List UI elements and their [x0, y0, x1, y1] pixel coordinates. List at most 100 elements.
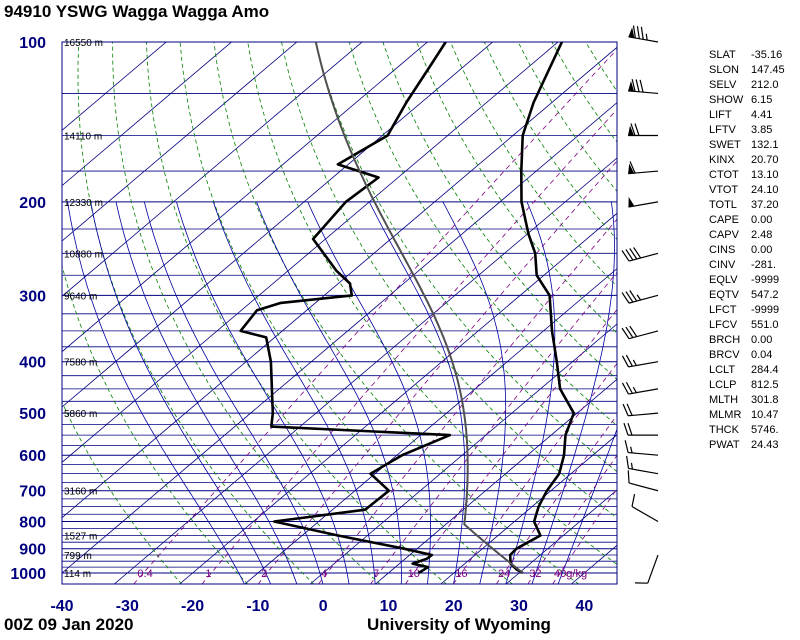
index-name: CAPV — [709, 229, 739, 241]
mixing-ratio-line — [552, 488, 617, 584]
index-name: MLTH — [709, 394, 739, 406]
mixing-ratio-line — [405, 308, 617, 584]
index-name: LCLP — [709, 379, 737, 391]
index-value: 812.5 — [751, 379, 779, 391]
index-name: EQTV — [709, 289, 739, 301]
mixing-ratio-label: 0.4 — [137, 568, 152, 580]
dry-adiabat — [77, 42, 315, 584]
pressure-tick-label: 800 — [19, 515, 46, 532]
dry-adiabat — [145, 42, 447, 584]
dry-adiabat — [62, 401, 182, 584]
wind-barbs — [621, 25, 659, 584]
source-label: University of Wyoming — [367, 615, 551, 634]
index-value: -9999 — [751, 304, 780, 316]
index-value: 147.45 — [751, 64, 785, 76]
height-label: 1527 m — [64, 532, 97, 543]
index-value: 4.41 — [751, 109, 773, 121]
isotherm-line — [62, 42, 494, 408]
index-name: CAPE — [709, 214, 739, 226]
isotherm-line — [62, 42, 167, 131]
moist-adiabat — [90, 201, 272, 584]
moist-adiabat — [67, 201, 245, 584]
index-row-swet: SWET 132.1 — [709, 138, 785, 153]
pressure-tick-label: 700 — [19, 484, 46, 501]
mixing-ratio-label: 24 — [498, 568, 510, 580]
index-row-selv: SELV 212.0 — [709, 78, 785, 93]
wind-barb — [631, 494, 659, 523]
index-name: EQLV — [709, 274, 738, 286]
wind-barb — [628, 161, 659, 175]
index-row-capv: CAPV 2.48 — [709, 228, 785, 243]
pressure-tick-label: 500 — [19, 406, 46, 423]
index-name: CINS — [709, 244, 736, 256]
index-name: SELV — [709, 79, 737, 91]
index-name: LFCV — [709, 319, 738, 331]
wind-barb — [628, 196, 659, 208]
chart-title: 94910 YSWG Wagga Wagga Amo — [4, 2, 270, 21]
index-row-cins: CINS 0.00 — [709, 243, 785, 258]
index-name: LCLT — [709, 364, 736, 376]
index-value: 0.00 — [751, 334, 773, 346]
index-value: 20.70 — [751, 154, 779, 166]
temperature-tick-label: -40 — [50, 598, 73, 615]
index-value: 132.1 — [751, 139, 779, 151]
dry-adiabat — [314, 42, 617, 473]
wind-barb — [621, 325, 659, 340]
index-value: 547.2 — [751, 289, 779, 301]
index-row-lclt: LCLT 284.4 — [709, 363, 785, 378]
wind-barb — [621, 381, 659, 395]
index-row-ctot: CTOT 13.10 — [709, 168, 785, 183]
mixing-ratio-line — [133, 48, 617, 584]
moist-adiabat — [176, 201, 350, 584]
height-label: 7580 m — [64, 358, 97, 369]
mixing-ratio-line — [318, 218, 617, 584]
isotherm-line — [309, 323, 617, 584]
index-value: 3.85 — [751, 124, 773, 136]
index-value: 37.20 — [751, 199, 779, 211]
isotherm-line — [440, 434, 617, 584]
plot-frame — [61, 41, 618, 585]
height-label: 10880 m — [64, 249, 103, 260]
isotherm-line — [62, 102, 617, 574]
pressure-tick-label: 400 — [19, 355, 46, 372]
temperature-profile — [508, 42, 576, 575]
height-label: 114 m — [64, 569, 91, 580]
index-value: 13.10 — [751, 169, 779, 181]
index-name: SWET — [709, 139, 741, 151]
index-value: 301.8 — [751, 394, 779, 406]
index-row-eqtv: EQTV 547.2 — [709, 288, 785, 303]
isotherm-line — [374, 378, 617, 584]
isotherm-line — [62, 42, 429, 353]
index-value: 0.00 — [751, 214, 773, 226]
stability-indices-table: SLAT -35.16 SLON 147.45 SELV 212.0 SHOW 6.15 LIF… — [709, 48, 785, 453]
wind-barb — [624, 440, 659, 456]
index-row-totl: TOTL 37.20 — [709, 198, 785, 213]
index-row-mlth: MLTH 301.8 — [709, 393, 785, 408]
index-value: 2.48 — [751, 229, 773, 241]
background-lines — [62, 42, 617, 584]
mixing-ratio-label: 2 — [261, 568, 267, 580]
mixing-ratio-label: 16 — [455, 568, 467, 580]
index-name: MLMR — [709, 409, 742, 421]
dry-adiabat — [247, 42, 617, 565]
index-name: SHOW — [709, 94, 744, 106]
pressure-tick-label: 900 — [19, 542, 46, 559]
pressure-tick-label: 200 — [19, 195, 46, 212]
index-row-lclp: LCLP 812.5 — [709, 378, 785, 393]
moist-adiabat — [115, 201, 298, 584]
index-row-slat: SLAT -35.16 — [709, 48, 785, 63]
dry-adiabat — [416, 42, 617, 334]
temperature-tick-label: 0 — [319, 598, 328, 615]
index-name: CINV — [709, 259, 736, 271]
isotherm-line — [62, 42, 298, 242]
index-row-pwat: PWAT 24.43 — [709, 438, 785, 453]
index-row-thck: THCK 5746. — [709, 423, 785, 438]
wind-barb — [635, 554, 659, 584]
index-value: -35.16 — [751, 49, 783, 61]
wind-barb — [628, 25, 659, 43]
index-row-cinv: CINV -281. — [709, 258, 785, 273]
index-row-cape: CAPE 0.00 — [709, 213, 785, 228]
dry-adiabat — [62, 264, 249, 584]
index-row-kinx: KINX 20.70 — [709, 153, 785, 168]
index-value: 10.47 — [751, 409, 779, 421]
